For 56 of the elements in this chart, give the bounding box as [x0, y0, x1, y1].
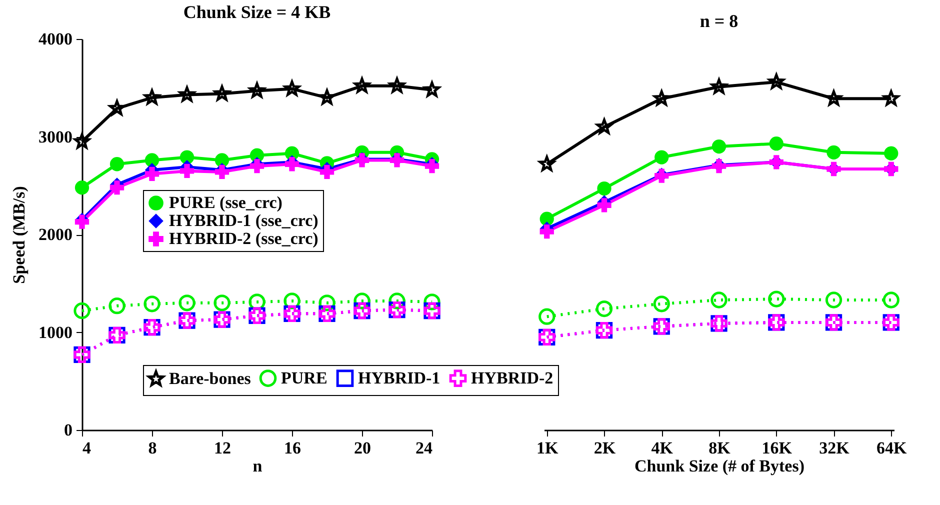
- x-tick-label: 20: [354, 438, 371, 458]
- point: [710, 292, 728, 308]
- legend-label: PURE (sse_crc): [169, 193, 282, 212]
- x-tick-label: 12: [214, 438, 231, 458]
- legend-label: HYBRID-1: [358, 368, 440, 388]
- point: [74, 180, 90, 195]
- point: [320, 164, 334, 180]
- point: [144, 166, 160, 181]
- point: [540, 224, 554, 239]
- legend-label: Bare-bones: [169, 369, 252, 388]
- point: [597, 198, 612, 212]
- x-tick-label: 16K: [762, 438, 793, 458]
- point: [596, 300, 613, 318]
- point: [768, 290, 785, 308]
- x-tick-label: 1K: [536, 438, 559, 458]
- point: [180, 164, 194, 178]
- point: [110, 157, 124, 172]
- y-tick-label: 4000: [38, 30, 72, 48]
- point: [882, 292, 900, 308]
- x-tick-label: 16: [284, 438, 301, 458]
- x-tick-label: 8K: [708, 438, 732, 458]
- legend-label: HYBRID-1 (sse_crc): [169, 211, 318, 230]
- y-tick-label: 1000: [38, 322, 72, 342]
- x-tick-label: 4K: [651, 438, 674, 458]
- point: [653, 296, 670, 312]
- x-axis-title: Chunk Size (# of Bytes): [634, 456, 805, 476]
- point: [74, 302, 90, 320]
- y-tick-label: 3000: [38, 127, 72, 146]
- legend-label: HYBRID-2: [471, 368, 554, 388]
- y-axis-title: Speed (MB/s): [10, 186, 28, 284]
- x-tick-label: 24: [416, 438, 433, 458]
- point: [214, 294, 230, 312]
- point: [538, 308, 556, 325]
- point: [884, 146, 898, 160]
- x-tick-label: 32K: [819, 438, 850, 458]
- x-tick-label: 2K: [594, 438, 616, 458]
- x-tick-label: 8: [148, 438, 157, 458]
- y-tick-label: 2000: [38, 225, 72, 244]
- point: [712, 139, 726, 154]
- y-tick-label: 0: [64, 420, 72, 440]
- point: [144, 296, 160, 312]
- point: [110, 180, 124, 195]
- point: [654, 150, 669, 164]
- point: [769, 136, 784, 151]
- x-axis-title: n: [252, 456, 263, 476]
- x-tick-label: 4: [82, 438, 92, 458]
- point: [178, 294, 196, 312]
- point: [825, 292, 842, 308]
- point: [597, 182, 612, 196]
- chart-title: Chunk Size = 4 KB: [183, 2, 331, 22]
- chart-title: n = 8: [700, 11, 738, 31]
- point: [826, 145, 841, 160]
- legend-label: HYBRID-2 (sse_crc): [169, 229, 318, 248]
- legend-label: PURE: [281, 368, 328, 388]
- point: [108, 298, 126, 314]
- x-tick-label: 64K: [876, 438, 908, 458]
